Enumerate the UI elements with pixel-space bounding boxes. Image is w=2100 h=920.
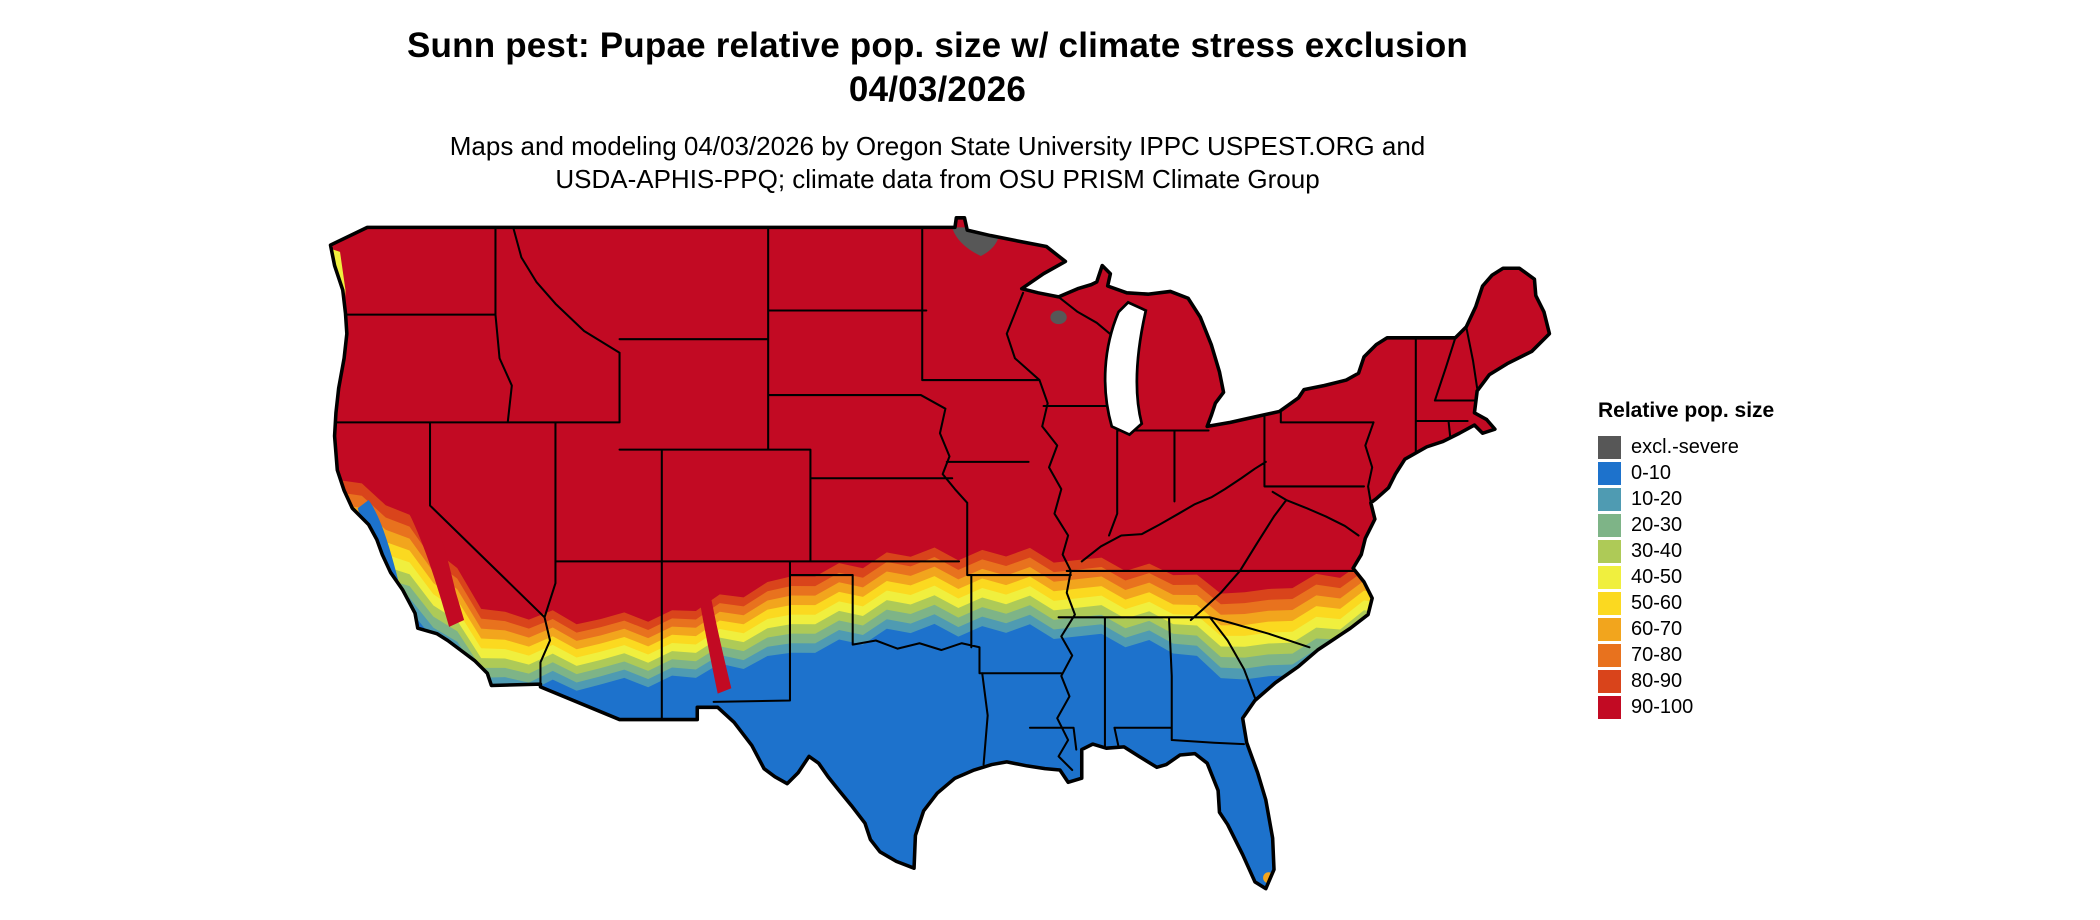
legend-items: excl.-severe 0-10 10-20 20-30 30-40 40-50 50-6… — [1598, 434, 1774, 720]
legend-row: 70-80 — [1598, 642, 1774, 668]
legend-row: 90-100 — [1598, 694, 1774, 720]
legend-row: 10-20 — [1598, 486, 1774, 512]
legend-row: 50-60 — [1598, 590, 1774, 616]
legend-row: 80-90 — [1598, 668, 1774, 694]
legend-row: 20-30 — [1598, 512, 1774, 538]
legend-label: 40-50 — [1631, 566, 1683, 588]
state-borders — [334, 226, 1479, 772]
legend-swatch-40-50 — [1598, 565, 1621, 589]
legend-label: 90-100 — [1631, 696, 1694, 718]
legend-label: 20-30 — [1631, 514, 1683, 536]
legend-swatch-excl.-severe — [1598, 435, 1621, 459]
map-subtitle: Maps and modeling 04/03/2026 by Oregon S… — [0, 130, 1875, 198]
sierra-red-patch — [398, 480, 465, 627]
legend-label: 60-70 — [1631, 618, 1683, 640]
legend-swatch-0-10 — [1598, 461, 1621, 485]
legend-label: 0-10 — [1631, 462, 1672, 484]
us-map-outline — [328, 216, 1552, 891]
legend-swatch-50-60 — [1598, 591, 1621, 615]
legend-swatch-20-30 — [1598, 513, 1621, 537]
lake-michigan — [1103, 300, 1148, 437]
us-map-svg — [328, 216, 1552, 891]
legend-swatch-90-100 — [1598, 695, 1621, 719]
legend-label: 50-60 — [1631, 592, 1683, 614]
legend-label: 10-20 — [1631, 488, 1683, 510]
texas-red-tongue — [698, 590, 732, 694]
legend-swatch-80-90 — [1598, 669, 1621, 693]
legend-label: 80-90 — [1631, 670, 1683, 692]
legend-label: 70-80 — [1631, 644, 1683, 666]
legend-swatch-60-70 — [1598, 617, 1621, 641]
header: Sunn pest: Pupae relative pop. size w/ c… — [0, 24, 1875, 197]
legend-swatch-30-40 — [1598, 539, 1621, 563]
wisconsin-exclusion-patch — [1050, 310, 1067, 325]
legend-swatch-10-20 — [1598, 487, 1621, 511]
title-line-2: 04/03/2026 — [848, 69, 1027, 109]
legend-row: 0-10 — [1598, 460, 1774, 486]
legend-swatch-70-80 — [1598, 643, 1621, 667]
legend: Relative pop. size excl.-severe 0-10 10-20… — [1598, 399, 1774, 720]
legend-row: 30-40 — [1598, 538, 1774, 564]
legend-label: excl.-severe — [1631, 436, 1739, 458]
legend-row: 60-70 — [1598, 616, 1774, 642]
subtitle-line-1: Maps and modeling 04/03/2026 by Oregon S… — [449, 130, 1426, 161]
us-map — [314, 211, 1555, 920]
legend-label: 30-40 — [1631, 540, 1683, 562]
subtitle-line-2: USDA-APHIS-PPQ; climate data from OSU PR… — [555, 164, 1320, 195]
title-line-1: Sunn pest: Pupae relative pop. size w/ c… — [406, 26, 1468, 65]
legend-row: excl.-severe — [1598, 434, 1774, 460]
legend-row: 40-50 — [1598, 564, 1774, 590]
map-title: Sunn pest: Pupae relative pop. size w/ c… — [0, 24, 1875, 112]
legend-title: Relative pop. size — [1598, 399, 1775, 422]
